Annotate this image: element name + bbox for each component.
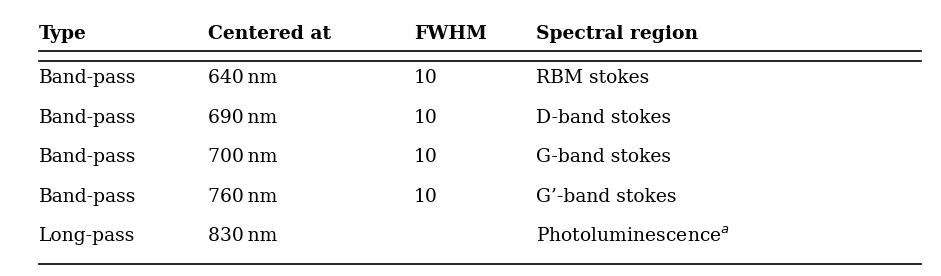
Text: 10: 10 bbox=[414, 148, 439, 166]
Text: Band-pass: Band-pass bbox=[39, 188, 136, 206]
Text: Band-pass: Band-pass bbox=[39, 148, 136, 166]
Text: Spectral region: Spectral region bbox=[536, 25, 698, 43]
Text: 10: 10 bbox=[414, 188, 439, 206]
Text: Centered at: Centered at bbox=[208, 25, 331, 43]
Text: Photoluminescence$^{a}$: Photoluminescence$^{a}$ bbox=[536, 227, 730, 246]
Text: G-band stokes: G-band stokes bbox=[536, 148, 671, 166]
Text: 640 nm: 640 nm bbox=[208, 69, 277, 87]
Text: 10: 10 bbox=[414, 108, 439, 126]
Text: FWHM: FWHM bbox=[414, 25, 487, 43]
Text: 690 nm: 690 nm bbox=[208, 108, 277, 126]
Text: RBM stokes: RBM stokes bbox=[536, 69, 649, 87]
Text: Type: Type bbox=[39, 25, 87, 43]
Text: 10: 10 bbox=[414, 69, 439, 87]
Text: G’-band stokes: G’-band stokes bbox=[536, 188, 677, 206]
Text: Band-pass: Band-pass bbox=[39, 69, 136, 87]
Text: 830 nm: 830 nm bbox=[208, 227, 277, 245]
Text: Long-pass: Long-pass bbox=[39, 227, 136, 245]
Text: 760 nm: 760 nm bbox=[208, 188, 277, 206]
Text: Band-pass: Band-pass bbox=[39, 108, 136, 126]
Text: 700 nm: 700 nm bbox=[208, 148, 278, 166]
Text: D-band stokes: D-band stokes bbox=[536, 108, 671, 126]
